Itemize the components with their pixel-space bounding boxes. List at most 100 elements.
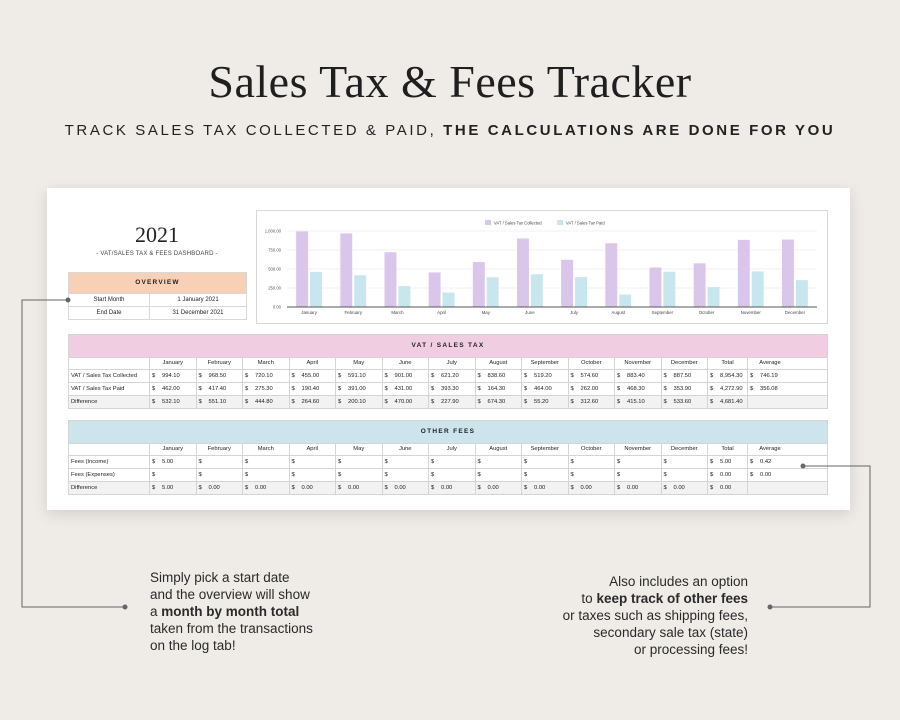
x-tick-label: June — [525, 310, 535, 315]
cell-value: 533.60 — [673, 399, 692, 405]
table-cell[interactable]: $ — [567, 456, 615, 468]
currency-symbol: $ — [152, 472, 156, 478]
callout-dot-right-end — [767, 604, 773, 610]
month-header: May — [335, 358, 382, 369]
bar — [472, 262, 485, 307]
currency-symbol: $ — [477, 485, 481, 491]
currency-symbol: $ — [710, 485, 714, 491]
table-cell[interactable]: $887.50 — [660, 370, 708, 382]
table-cell[interactable]: $838.60 — [474, 370, 522, 382]
table-cell[interactable]: $353.90 — [660, 383, 708, 395]
currency-symbol: $ — [524, 459, 528, 465]
table-cell: $551.10 — [195, 396, 243, 408]
table-cell[interactable]: $574.60 — [567, 370, 615, 382]
cell-value: 264.60 — [301, 399, 320, 405]
table-cell[interactable]: $391.00 — [335, 383, 382, 395]
month-header: October — [567, 358, 615, 369]
table-cell[interactable]: $720.10 — [242, 370, 289, 382]
table-cell[interactable]: $5.00 — [149, 456, 196, 468]
table-cell[interactable]: $ — [614, 469, 661, 481]
table-cell[interactable]: $968.50 — [195, 370, 243, 382]
table-cell[interactable]: $464.00 — [521, 383, 568, 395]
table-cell[interactable]: $190.40 — [288, 383, 336, 395]
note-left-line: and the overview will show — [150, 587, 310, 602]
cell-value: 0.00 — [534, 485, 546, 491]
note-text: to — [581, 591, 593, 606]
table-cell[interactable]: $431.00 — [381, 383, 429, 395]
table-cell: $264.60 — [288, 396, 336, 408]
table-cell[interactable]: $ — [381, 456, 429, 468]
table-cell[interactable]: $ — [428, 469, 475, 481]
start-month-value[interactable]: 1 January 2021 — [177, 297, 219, 303]
total-cell: $4,272.90 — [707, 383, 747, 395]
table-cell[interactable]: $ — [335, 456, 382, 468]
currency-symbol: $ — [663, 485, 667, 491]
table-cell[interactable]: $ — [660, 469, 708, 481]
table-cell[interactable]: $ — [288, 456, 336, 468]
x-tick-label: February — [344, 310, 362, 315]
currency-symbol: $ — [291, 485, 295, 491]
table-cell: $532.10 — [149, 396, 196, 408]
table-cell: $0.00 — [381, 482, 429, 494]
table-cell: $0.00 — [614, 482, 661, 494]
table-cell[interactable]: $519.20 — [521, 370, 568, 382]
currency-symbol: $ — [524, 485, 528, 491]
x-tick-label: January — [301, 310, 317, 315]
table-row: Fees (Expenses) $ $ $ $ $ $ $ $ $ $ $ $ $0.00 $0.00 — [69, 468, 827, 481]
table-row: Difference $532.10 $551.10 $444.80 $264.60 $2… — [69, 395, 827, 408]
currency-symbol: $ — [617, 399, 621, 405]
currency-symbol: $ — [710, 399, 714, 405]
table-cell[interactable]: $ — [381, 469, 429, 481]
cell-value: 5.00 — [720, 459, 732, 465]
currency-symbol: $ — [291, 399, 295, 405]
table-cell[interactable]: $ — [521, 469, 568, 481]
subtitle-plain: TRACK SALES TAX COLLECTED & PAID, — [64, 122, 437, 139]
table-cell[interactable]: $ — [474, 456, 522, 468]
table-cell: $674.30 — [474, 396, 522, 408]
cell-value: 262.00 — [580, 386, 599, 392]
note-left-line: Simply pick a start date — [150, 570, 290, 585]
table-cell: $444.80 — [242, 396, 289, 408]
table-cell[interactable]: $164.30 — [474, 383, 522, 395]
table-cell[interactable]: $417.40 — [195, 383, 243, 395]
table-cell[interactable]: $ — [428, 456, 475, 468]
bar — [486, 277, 499, 307]
table-cell[interactable]: $455.00 — [288, 370, 336, 382]
currency-symbol: $ — [338, 373, 342, 379]
table-cell[interactable]: $621.20 — [428, 370, 475, 382]
table-cell[interactable]: $462.00 — [149, 383, 196, 395]
table-cell[interactable]: $591.10 — [335, 370, 382, 382]
currency-symbol: $ — [663, 373, 667, 379]
month-header: January — [149, 444, 196, 455]
currency-symbol: $ — [245, 386, 249, 392]
table-cell[interactable]: $ — [242, 469, 289, 481]
table-cell[interactable]: $ — [660, 456, 708, 468]
table-cell[interactable]: $994.10 — [149, 370, 196, 382]
table-cell[interactable]: $393.30 — [428, 383, 475, 395]
cell-value: 551.10 — [208, 399, 227, 405]
table-cell[interactable]: $275.30 — [242, 383, 289, 395]
total-cell: $8,954.30 — [707, 370, 747, 382]
spreadsheet-preview: 2021 - VAT/SALES TAX & FEES DASHBOARD - … — [47, 188, 850, 510]
table-cell[interactable]: $468.30 — [614, 383, 661, 395]
table-cell[interactable]: $ — [242, 456, 289, 468]
table-cell[interactable]: $883.40 — [614, 370, 661, 382]
currency-symbol: $ — [338, 459, 342, 465]
table-cell[interactable]: $ — [474, 469, 522, 481]
table-cell[interactable]: $ — [195, 469, 243, 481]
table-cell[interactable]: $901.00 — [381, 370, 429, 382]
table-cell[interactable]: $ — [335, 469, 382, 481]
table-cell[interactable]: $ — [288, 469, 336, 481]
table-cell[interactable]: $ — [567, 469, 615, 481]
table-cell[interactable]: $ — [149, 469, 196, 481]
table-cell: $470.00 — [381, 396, 429, 408]
table-cell[interactable]: $ — [521, 456, 568, 468]
table-cell: $200.10 — [335, 396, 382, 408]
cell-value: 532.10 — [162, 399, 180, 405]
table-cell[interactable]: $ — [614, 456, 661, 468]
table-cell[interactable]: $ — [195, 456, 243, 468]
month-header: August — [474, 358, 522, 369]
cell-value: 391.00 — [348, 386, 366, 392]
y-tick-label: 250.00 — [268, 286, 281, 291]
table-cell[interactable]: $262.00 — [567, 383, 615, 395]
